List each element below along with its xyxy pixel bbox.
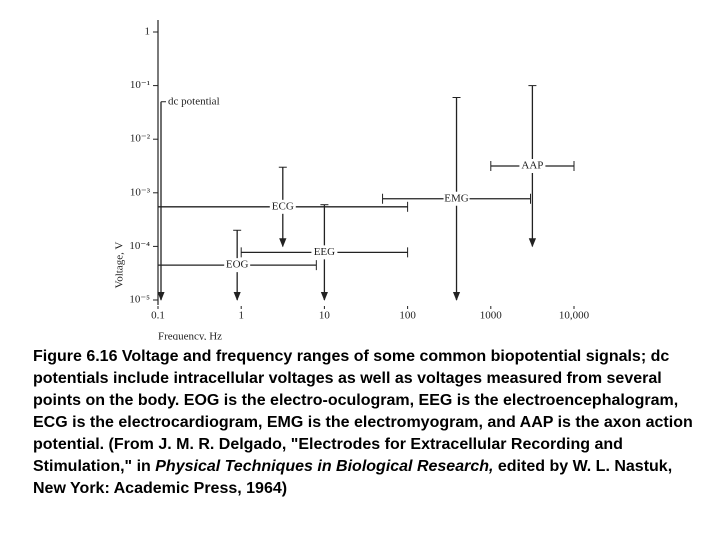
y-tick-label: 10⁻² [130,133,151,145]
label-bg [311,245,338,260]
y-axis-label: Voltage, V [114,242,126,289]
y-tick-label: 10⁻⁴ [129,240,150,252]
signal-label: AAP [521,160,543,172]
caption-text: edited by W. L. Nastuk, New York: Academ… [33,458,673,497]
x-tick-label: 10,000 [559,310,590,322]
signal-label: EMG [444,192,469,204]
caption-italic: Physical Techniques in Biological Resear… [155,458,494,475]
x-tick-label: 100 [399,310,416,322]
signal-label: EOG [226,259,249,271]
label-bg [224,258,251,273]
x-tick-label: 10 [319,310,331,322]
y-tick-label: 10⁻³ [130,186,151,198]
dc-label: dc potential [168,95,220,107]
chart: Voltage, V Frequency, Hz 110⁻¹10⁻²10⁻³10… [114,20,590,343]
signal-label: ECG [272,200,294,212]
label-bg [519,159,546,173]
signal-label: EEG [314,246,335,258]
label-bg [443,191,470,206]
y-tick-label: 1 [145,26,151,38]
caption: Figure 6.16 Voltage and frequency ranges… [33,346,703,500]
y-tick-label: 10⁻¹ [130,79,150,91]
x-tick-label: 0.1 [151,310,165,322]
y-tick-label: 10⁻⁵ [129,294,150,306]
caption-text: Figure 6.16 Voltage and frequency ranges… [33,348,693,475]
x-tick-label: 1000 [480,310,503,322]
label-bg [269,199,296,214]
x-axis-label: Frequency, Hz [158,331,222,340]
x-tick-label: 1 [238,310,244,322]
